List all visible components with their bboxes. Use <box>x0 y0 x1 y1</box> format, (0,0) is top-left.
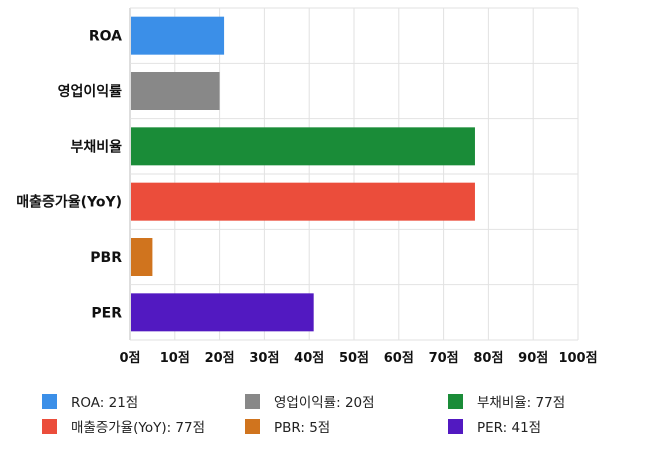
x-tick-label: 40점 <box>294 351 324 366</box>
bar <box>131 72 220 110</box>
bar <box>131 16 225 55</box>
x-tick-label: 80점 <box>473 351 503 366</box>
legend-swatch <box>245 419 260 434</box>
legend-swatch <box>448 419 463 434</box>
gridlines <box>129 7 579 341</box>
legend-entry: 부채비율: 77점 <box>477 395 565 411</box>
legend-entry: 매출증가율(YoY): 77점 <box>71 420 205 436</box>
legend-entry: ROA: 21점 <box>71 395 138 411</box>
category-label: 영업이익률 <box>58 83 123 100</box>
x-tick-label: 100점 <box>558 351 597 366</box>
legend-entry: PER: 41점 <box>477 420 541 436</box>
x-tick-label: 30점 <box>249 351 279 366</box>
category-label: ROA <box>89 29 122 45</box>
legend-swatch <box>448 394 463 409</box>
x-tick-label: 10점 <box>160 351 190 366</box>
category-label: PER <box>91 305 122 321</box>
bars <box>131 16 475 332</box>
legend-swatch <box>42 419 57 434</box>
x-tick-label: 90점 <box>518 351 548 366</box>
bar <box>131 127 475 166</box>
bar <box>131 238 153 276</box>
x-tick-label: 60점 <box>384 351 414 366</box>
category-label: 부채비율 <box>70 138 122 155</box>
legend-entry: 영업이익률: 20점 <box>274 395 375 411</box>
x-tick-label: 50점 <box>339 351 369 366</box>
bar <box>131 182 475 221</box>
x-tick-label: 20점 <box>205 351 235 366</box>
x-tick-label: 0점 <box>119 351 140 366</box>
legend-swatch <box>42 394 57 409</box>
legend-entry: PBR: 5점 <box>274 420 330 436</box>
x-tick-labels: 0점 10점 20점 30점 40점 50점 60점 70점 80점 90점 100점 <box>119 351 597 366</box>
bar <box>131 293 314 332</box>
x-tick-label: 70점 <box>429 351 459 366</box>
category-label: 매출증가율(YoY) <box>16 194 122 211</box>
legend-swatch <box>245 394 260 409</box>
category-label: PBR <box>90 250 122 266</box>
